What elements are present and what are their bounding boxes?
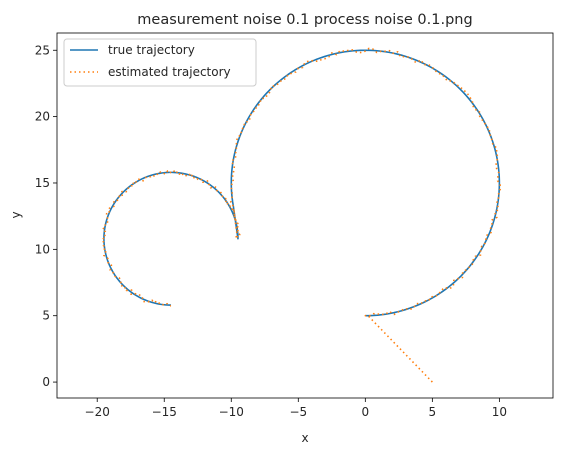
plot-frame — [56, 32, 554, 399]
x-tick-label: −15 — [152, 405, 177, 419]
y-tick-label: 10 — [35, 242, 50, 256]
legend-label-estimated-trajectory: estimated trajectory — [108, 65, 231, 79]
x-tick-label: 5 — [429, 405, 437, 419]
y-axis-label: y — [9, 211, 23, 218]
x-tick-label: 10 — [492, 405, 507, 419]
legend-frame — [63, 38, 257, 87]
series-line-true-trajectory — [103, 49, 501, 317]
y-tick-label: 5 — [42, 309, 50, 323]
x-axis-ticks: −20 −15 −10 −5 0 5 10 — [85, 398, 507, 419]
y-tick-label: 25 — [35, 43, 50, 57]
legend-label-true-trajectory: true trajectory — [108, 43, 195, 57]
chart-title: measurement noise 0.1 process noise 0.1.… — [137, 12, 472, 28]
x-tick-label: 0 — [362, 405, 370, 419]
x-tick-label: −5 — [289, 405, 307, 419]
y-tick-label: 15 — [35, 176, 50, 190]
y-tick-label: 20 — [35, 110, 50, 124]
legend: true trajectory estimated trajectory — [63, 38, 257, 87]
series-line-estimated-trajectory — [101, 47, 502, 383]
series-layer — [101, 47, 502, 383]
x-tick-label: −20 — [85, 405, 110, 419]
plot-area — [56, 32, 554, 399]
x-axis-label: x — [301, 431, 308, 445]
y-axis-ticks: 0 5 10 15 20 25 — [35, 43, 57, 389]
y-tick-label: 0 — [42, 375, 50, 389]
x-tick-label: −10 — [219, 405, 244, 419]
